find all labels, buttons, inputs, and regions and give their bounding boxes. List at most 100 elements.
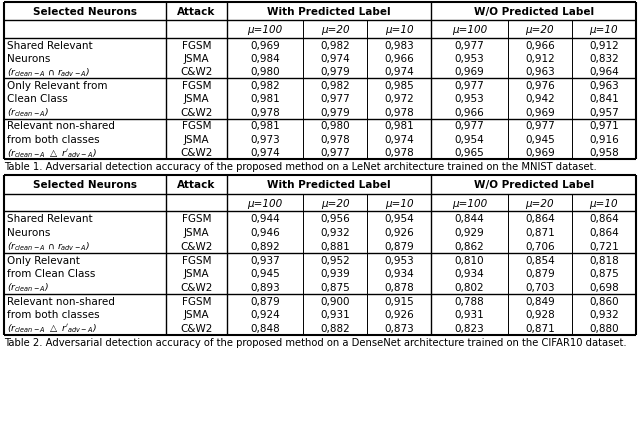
Text: μ=20: μ=20 — [321, 25, 349, 35]
Text: 0,844: 0,844 — [454, 214, 484, 224]
Text: C&W2: C&W2 — [180, 148, 212, 158]
Text: 0,978: 0,978 — [385, 108, 414, 117]
Text: μ=20: μ=20 — [525, 25, 554, 35]
Text: 0,984: 0,984 — [250, 54, 280, 64]
Text: 0,946: 0,946 — [250, 227, 280, 237]
Text: C&W2: C&W2 — [180, 241, 212, 251]
Text: 0,978: 0,978 — [320, 135, 350, 144]
Text: from Clean Class: from Clean Class — [7, 269, 95, 279]
Text: 0,703: 0,703 — [525, 283, 555, 292]
Text: 0,971: 0,971 — [589, 121, 619, 131]
Text: 0,954: 0,954 — [454, 135, 484, 144]
Text: 0,945: 0,945 — [250, 269, 280, 279]
Text: 0,882: 0,882 — [320, 323, 350, 333]
Text: 0,969: 0,969 — [454, 68, 484, 77]
Text: 0,976: 0,976 — [525, 81, 555, 91]
Text: 0,974: 0,974 — [320, 54, 350, 64]
Text: FGSM: FGSM — [182, 214, 211, 224]
Text: 0,841: 0,841 — [589, 94, 619, 104]
Text: μ=20: μ=20 — [321, 198, 349, 208]
Text: 0,864: 0,864 — [525, 214, 555, 224]
Text: 0,957: 0,957 — [589, 108, 619, 117]
Text: JSMA: JSMA — [184, 310, 209, 319]
Text: 0,979: 0,979 — [320, 108, 350, 117]
Text: 0,983: 0,983 — [385, 40, 414, 50]
Text: 0,958: 0,958 — [589, 148, 619, 158]
Text: 0,977: 0,977 — [320, 94, 350, 104]
Text: 0,706: 0,706 — [525, 241, 555, 251]
Text: ($r_{clean-A}$ $\cap$ $r_{adv-A}$): ($r_{clean-A}$ $\cap$ $r_{adv-A}$) — [7, 66, 90, 79]
Text: Shared Relevant: Shared Relevant — [7, 214, 93, 224]
Text: 0,931: 0,931 — [454, 310, 484, 319]
Text: 0,854: 0,854 — [525, 255, 555, 265]
Text: 0,973: 0,973 — [250, 135, 280, 144]
Text: JSMA: JSMA — [184, 54, 209, 64]
Text: Only Relevant from: Only Relevant from — [7, 81, 108, 91]
Text: 0,878: 0,878 — [385, 283, 414, 292]
Text: 0,945: 0,945 — [525, 135, 555, 144]
Text: 0,916: 0,916 — [589, 135, 619, 144]
Text: 0,879: 0,879 — [250, 296, 280, 306]
Text: 0,963: 0,963 — [589, 81, 619, 91]
Text: C&W2: C&W2 — [180, 283, 212, 292]
Text: 0,953: 0,953 — [454, 94, 484, 104]
Text: 0,879: 0,879 — [385, 241, 414, 251]
Text: JSMA: JSMA — [184, 135, 209, 144]
Text: 0,952: 0,952 — [320, 255, 350, 265]
Text: 0,963: 0,963 — [525, 68, 555, 77]
Text: 0,823: 0,823 — [454, 323, 484, 333]
Text: 0,966: 0,966 — [525, 40, 555, 50]
Text: 0,969: 0,969 — [250, 40, 280, 50]
Text: ($r_{clean-A}$ $\triangle$ $r'_{adv-A}$): ($r_{clean-A}$ $\triangle$ $r'_{adv-A}$) — [7, 322, 97, 335]
Text: 0,980: 0,980 — [250, 68, 280, 77]
Text: 0,864: 0,864 — [589, 214, 619, 224]
Text: With Predicted Label: With Predicted Label — [267, 180, 391, 190]
Text: Attack: Attack — [177, 180, 216, 190]
Text: μ=100: μ=100 — [452, 198, 487, 208]
Text: 0,900: 0,900 — [321, 296, 350, 306]
Text: 0,932: 0,932 — [589, 310, 619, 319]
Text: 0,893: 0,893 — [250, 283, 280, 292]
Text: 0,978: 0,978 — [385, 148, 414, 158]
Text: 0,978: 0,978 — [250, 108, 280, 117]
Text: ($r_{clean-A}$ $\triangle$ $r'_{adv-A}$): ($r_{clean-A}$ $\triangle$ $r'_{adv-A}$) — [7, 147, 97, 159]
Text: 0,944: 0,944 — [250, 214, 280, 224]
Text: ($r_{clean-A}$ $\cap$ $r_{adv-A}$): ($r_{clean-A}$ $\cap$ $r_{adv-A}$) — [7, 240, 90, 252]
Text: 0,912: 0,912 — [589, 40, 619, 50]
Text: 0,698: 0,698 — [589, 283, 619, 292]
Text: 0,931: 0,931 — [320, 310, 350, 319]
Text: from both classes: from both classes — [7, 310, 100, 319]
Text: Shared Relevant: Shared Relevant — [7, 40, 93, 50]
Text: 0,942: 0,942 — [525, 94, 555, 104]
Text: 0,981: 0,981 — [385, 121, 414, 131]
Text: 0,926: 0,926 — [385, 310, 414, 319]
Text: 0,832: 0,832 — [589, 54, 619, 64]
Text: C&W2: C&W2 — [180, 68, 212, 77]
Text: 0,880: 0,880 — [589, 323, 619, 333]
Text: 0,953: 0,953 — [454, 54, 484, 64]
Text: μ=100: μ=100 — [247, 198, 282, 208]
Text: JSMA: JSMA — [184, 269, 209, 279]
Text: JSMA: JSMA — [184, 227, 209, 237]
Text: 0,875: 0,875 — [589, 269, 619, 279]
Text: W/O Predicted Label: W/O Predicted Label — [474, 7, 594, 17]
Text: JSMA: JSMA — [184, 94, 209, 104]
Text: 0,871: 0,871 — [525, 323, 555, 333]
Text: 0,977: 0,977 — [454, 40, 484, 50]
Text: 0,934: 0,934 — [385, 269, 414, 279]
Text: 0,965: 0,965 — [454, 148, 484, 158]
Text: Relevant non-shared: Relevant non-shared — [7, 121, 115, 131]
Text: 0,875: 0,875 — [320, 283, 350, 292]
Text: μ=10: μ=10 — [385, 198, 413, 208]
Text: Attack: Attack — [177, 7, 216, 17]
Text: Selected Neurons: Selected Neurons — [33, 7, 137, 17]
Text: 0,879: 0,879 — [525, 269, 555, 279]
Text: Only Relevant: Only Relevant — [7, 255, 80, 265]
Text: FGSM: FGSM — [182, 121, 211, 131]
Text: 0,915: 0,915 — [385, 296, 414, 306]
Text: C&W2: C&W2 — [180, 108, 212, 117]
Text: 0,964: 0,964 — [589, 68, 619, 77]
Text: 0,860: 0,860 — [589, 296, 619, 306]
Text: 0,981: 0,981 — [250, 94, 280, 104]
Text: 0,864: 0,864 — [589, 227, 619, 237]
